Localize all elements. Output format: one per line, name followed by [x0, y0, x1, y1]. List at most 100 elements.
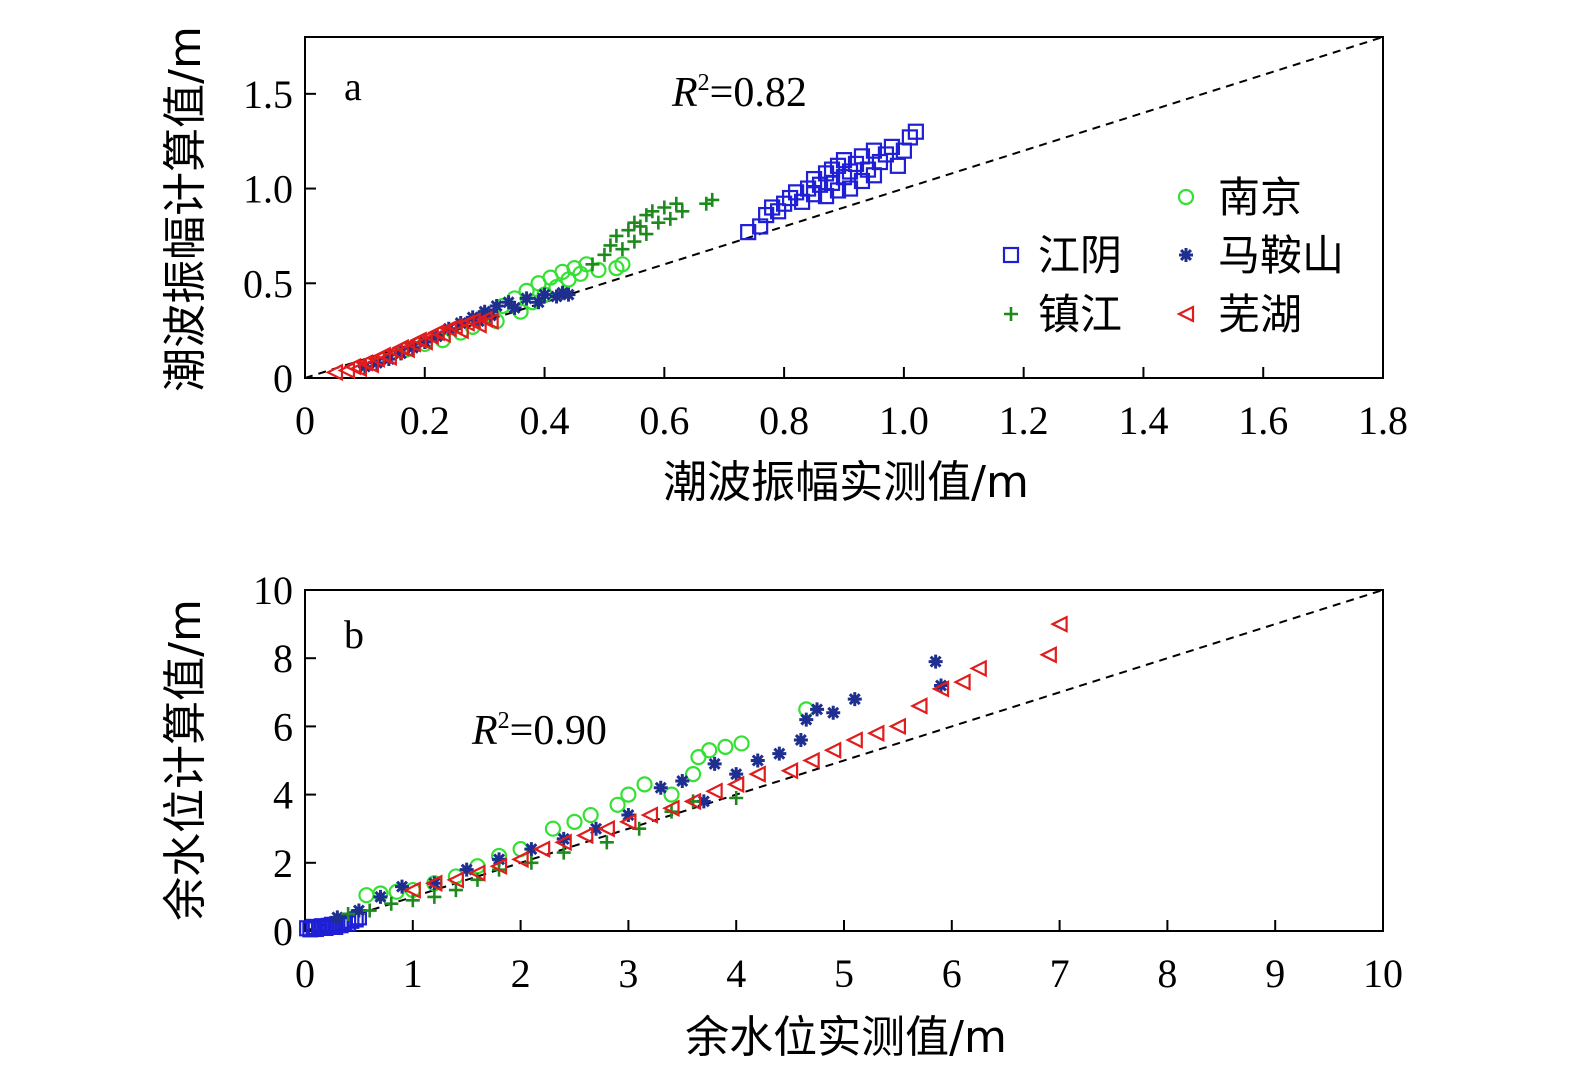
data-point — [627, 234, 642, 249]
data-point — [663, 786, 680, 803]
panel-a-y-ticks: 0 0.5 1.0 1.5 — [243, 72, 316, 401]
panel-a-letter: a — [344, 64, 362, 109]
data-point — [740, 224, 757, 241]
data-point — [705, 782, 723, 800]
data-point — [384, 896, 399, 911]
data-point — [928, 654, 943, 669]
panel-a-frame — [304, 36, 1384, 379]
data-point — [750, 753, 765, 768]
data-point — [373, 889, 388, 904]
panel-b-r2-exponent: 2 — [498, 708, 510, 734]
data-point — [621, 223, 636, 238]
data-point — [823, 741, 842, 760]
data-point — [388, 883, 405, 900]
data-point — [379, 348, 397, 366]
data-point — [433, 325, 451, 344]
data-point — [403, 881, 421, 899]
data-point — [802, 751, 820, 770]
data-point — [793, 733, 808, 748]
data-point — [481, 312, 499, 330]
data-point — [358, 887, 375, 904]
data-point — [889, 157, 907, 174]
data-point — [615, 242, 630, 257]
data-point — [633, 219, 648, 234]
data-point — [361, 355, 379, 374]
x-tick-label: 0.6 — [639, 398, 689, 443]
panel-a-r2-symbol: R — [671, 70, 698, 116]
y-tick-label: 10 — [253, 568, 293, 613]
panel-a-r2-value: =0.82 — [710, 70, 807, 116]
legend-item: 江阴 — [1002, 231, 1122, 280]
data-point — [330, 910, 345, 925]
data-point — [1039, 646, 1057, 664]
x-tick-label: 10 — [1363, 951, 1403, 996]
series-square — [299, 909, 367, 938]
data-point — [845, 731, 863, 749]
data-point — [531, 295, 546, 310]
x-tick-label: 0 — [295, 398, 315, 443]
data-point — [544, 820, 562, 837]
data-point — [395, 879, 410, 894]
data-point — [748, 765, 766, 783]
data-point — [532, 840, 551, 858]
y-tick-label: 0.5 — [243, 261, 293, 306]
data-point — [501, 295, 516, 310]
legend-item: 芜湖 — [1176, 290, 1302, 339]
data-point — [810, 702, 825, 717]
data-point — [636, 776, 653, 793]
panel-a-r2: R2=0.82 — [671, 70, 807, 116]
data-point — [717, 738, 734, 755]
x-tick-label: 1.4 — [1118, 398, 1168, 443]
data-point — [585, 257, 600, 272]
y-tick-label: 8 — [273, 636, 293, 681]
data-point — [675, 773, 690, 788]
data-point — [555, 285, 570, 300]
x-tick-label: 1.0 — [879, 398, 929, 443]
legend-label: 南京 — [1218, 173, 1302, 222]
legend-item: 南京 — [1177, 173, 1302, 222]
data-point — [866, 724, 885, 742]
data-point — [362, 903, 377, 918]
data-point — [561, 287, 576, 302]
data-point — [651, 215, 666, 230]
data-point — [653, 780, 668, 795]
data-point — [684, 766, 702, 783]
legend-marker — [1177, 188, 1195, 206]
data-point — [341, 906, 356, 921]
data-point — [614, 256, 631, 273]
panel-a: 0 0.2 0.4 0.6 0.8 1.0 1.2 1.4 1.6 1.8 00.51.01.5 … — [160, 26, 1408, 508]
data-point — [675, 204, 690, 219]
data-point — [477, 304, 492, 319]
data-point — [427, 889, 442, 904]
x-tick-label: 4 — [726, 951, 746, 996]
y-tick-label: 1.5 — [243, 72, 293, 117]
data-point — [489, 857, 508, 875]
legend-item: 镇江 — [1004, 290, 1122, 339]
x-tick-label: 0.2 — [400, 398, 450, 443]
data-point — [669, 196, 684, 211]
data-point — [705, 192, 720, 207]
data-point — [609, 228, 624, 243]
panel-a-x-axis-label: 潮波振幅实测值/m — [663, 457, 1029, 508]
data-point — [1050, 615, 1068, 633]
y-tick-label: 0 — [273, 356, 293, 401]
data-point — [451, 321, 469, 340]
y-tick-label: 2 — [273, 841, 293, 886]
data-point — [511, 850, 529, 869]
data-point — [427, 876, 442, 891]
data-point — [556, 845, 571, 860]
legend-item: 马鞍山 — [1179, 231, 1344, 280]
data-point — [907, 123, 924, 140]
data-point — [931, 680, 950, 698]
y-tick-label: 6 — [273, 704, 293, 749]
x-tick-label: 6 — [942, 951, 962, 996]
panel-b-y-ticks: 0 2 4 6 8 10 — [253, 568, 316, 954]
data-point — [603, 238, 618, 253]
panel-b-r2: R2=0.90 — [471, 708, 607, 754]
data-point — [468, 864, 486, 882]
panel-b-reference-line — [304, 589, 1384, 932]
series-star — [330, 654, 949, 925]
data-point — [696, 794, 711, 809]
y-tick-label: 1.0 — [243, 167, 293, 212]
